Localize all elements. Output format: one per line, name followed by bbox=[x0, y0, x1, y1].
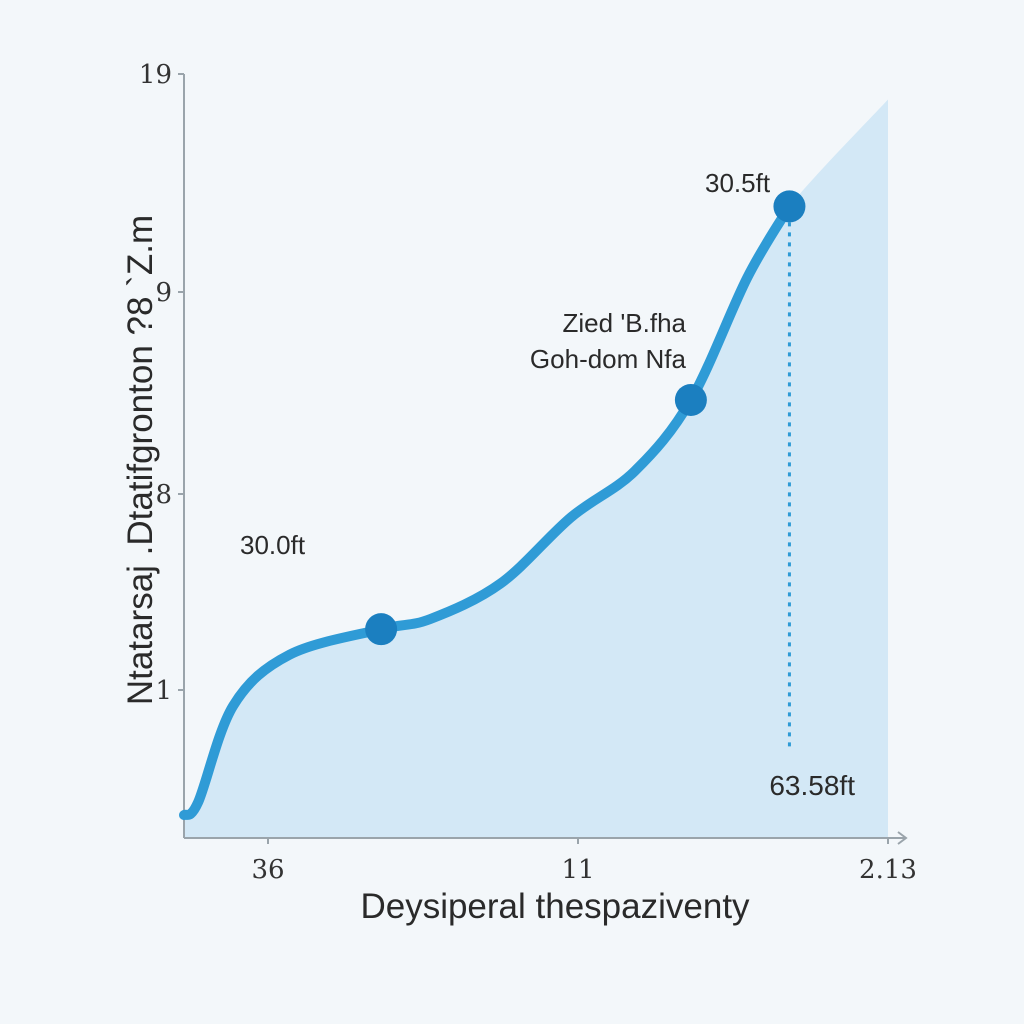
y-tick-label: 19 bbox=[139, 60, 172, 90]
x-ticks bbox=[267, 838, 889, 844]
point-label-right: 30.5ft bbox=[705, 168, 771, 198]
annotation-line-2: Goh-dom Nfa bbox=[530, 344, 687, 374]
x-axis-arrow bbox=[897, 831, 908, 845]
data-point-marker bbox=[773, 190, 806, 223]
series-line bbox=[179, 201, 795, 821]
data-point-marker bbox=[674, 383, 707, 416]
annotation-line-1: Zied 'B.fha bbox=[563, 308, 687, 338]
x-tick-label: 36 bbox=[251, 855, 284, 885]
drop-line-value-label: 63.58ft bbox=[769, 770, 855, 801]
y-axis-title: Ntatarsaj .Dtatifgronton ?8 `Z.m bbox=[121, 215, 160, 705]
point-label-left: 30.0ft bbox=[240, 530, 306, 560]
x-tick-label: 11 bbox=[561, 855, 594, 885]
y-ticks bbox=[178, 73, 184, 691]
x-tick-label: 2.13 bbox=[859, 855, 917, 885]
data-point-marker bbox=[365, 613, 398, 646]
markers bbox=[365, 190, 806, 646]
y-tick-label: 8 bbox=[155, 480, 172, 510]
area-fill bbox=[184, 99, 888, 838]
y-tick-label: 9 bbox=[155, 278, 172, 308]
x-axis-title: Deysiperal thespaziventy bbox=[360, 887, 750, 926]
y-tick-label: 1 bbox=[155, 676, 172, 706]
